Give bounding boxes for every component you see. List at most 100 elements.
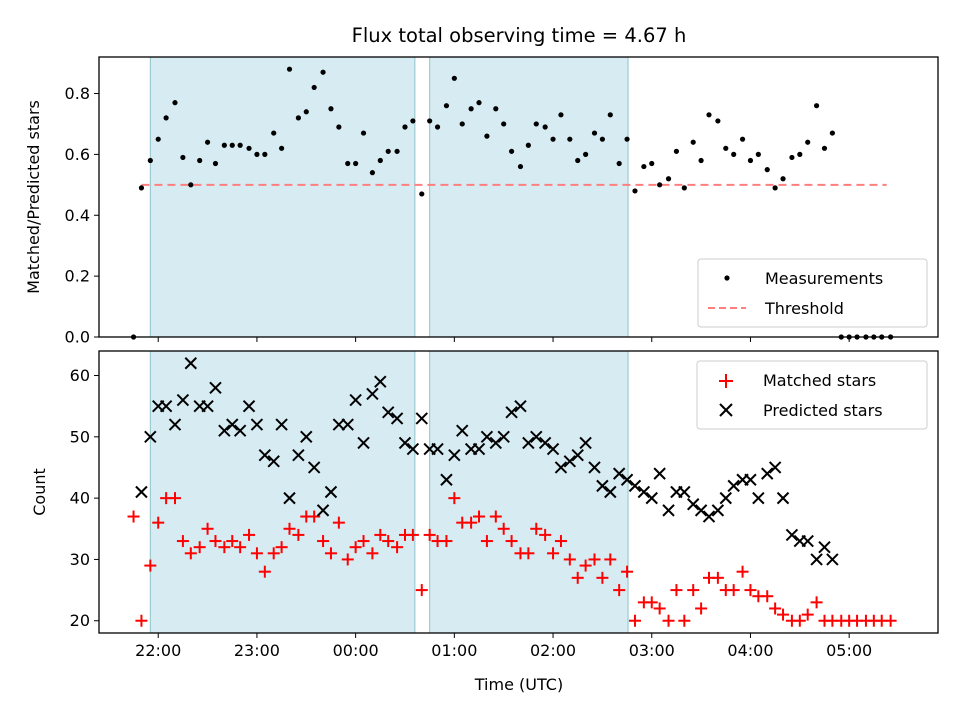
observing-window-2 xyxy=(429,350,629,634)
measurement-point xyxy=(221,142,227,148)
matched-stars-point xyxy=(711,571,724,584)
matched-stars-point xyxy=(761,590,774,603)
matched-stars-point xyxy=(653,602,666,615)
measurement-point xyxy=(567,136,573,142)
predicted-stars-point xyxy=(711,504,725,517)
matched-stars-point xyxy=(243,528,256,541)
measurement-point xyxy=(558,112,564,118)
measurement-point xyxy=(616,160,622,167)
predicted-stars-point xyxy=(563,455,577,468)
y-tick-label: 50 xyxy=(70,427,90,446)
predicted-stars-point xyxy=(497,430,510,444)
measurement-point xyxy=(320,69,326,75)
x-tick-label: 01:00 xyxy=(431,641,477,660)
measurement-point xyxy=(501,121,507,127)
predicted-stars-point xyxy=(341,418,354,431)
measurement-point xyxy=(295,115,301,121)
predicted-stars-point xyxy=(144,430,157,444)
measurement-point xyxy=(369,170,376,176)
predicted-stars-point xyxy=(415,412,428,425)
predicted-stars-point xyxy=(489,436,503,450)
matched-stars-point xyxy=(317,535,330,548)
matched-stars-point xyxy=(366,547,379,560)
legend-label-predicted: Predicted stars xyxy=(763,401,883,420)
predicted-stars-point xyxy=(678,485,691,499)
y-tick-label: 0.0 xyxy=(65,328,90,347)
measurement-point xyxy=(385,148,391,154)
measurement-point xyxy=(303,109,309,115)
predicted-stars-point xyxy=(727,479,740,493)
matched-stars-point xyxy=(563,553,576,566)
y-tick-label: 0.2 xyxy=(65,267,90,286)
predicted-stars-point xyxy=(637,485,651,499)
measurement-point xyxy=(147,157,153,164)
measurement-point xyxy=(271,130,277,136)
matched-stars-point xyxy=(489,510,502,523)
measurement-point xyxy=(468,106,474,112)
measurement-point xyxy=(180,154,186,161)
legend-label-measurements: Measurements xyxy=(765,269,883,288)
y-tick-label: 0.4 xyxy=(65,206,90,225)
measurement-point xyxy=(427,118,433,124)
matched-stars-point xyxy=(645,596,658,609)
predicted-stars-point xyxy=(505,406,518,419)
matched-stars-point xyxy=(152,516,165,529)
predicted-stars-point xyxy=(826,553,839,566)
predicted-stars-point xyxy=(275,418,288,431)
matched-stars-point xyxy=(275,541,288,554)
measurement-point xyxy=(731,151,737,157)
predicted-stars-point xyxy=(242,399,256,413)
predicted-stars-point xyxy=(159,399,173,413)
predicted-stars-point xyxy=(226,418,239,431)
matched-stars-point xyxy=(423,528,436,541)
top-panel: 0.00.20.40.60.8 Matched/Predicted stars … xyxy=(24,56,939,347)
measurement-point xyxy=(476,100,482,106)
measurement-point xyxy=(715,118,721,124)
measurement-point xyxy=(739,136,746,142)
legend-marker-matched xyxy=(719,374,733,388)
measurement-point xyxy=(402,124,408,130)
x-tick-label: 23:00 xyxy=(234,641,280,660)
predicted-stars-point xyxy=(472,442,486,456)
predicted-stars-point xyxy=(571,449,584,462)
bottom-legend: Matched stars Predicted stars xyxy=(696,360,928,430)
measurement-point xyxy=(262,151,268,157)
matched-stars-point xyxy=(258,565,271,578)
top-legend: Measurements Threshold xyxy=(697,258,928,328)
predicted-stars-point xyxy=(588,461,601,474)
matched-stars-point xyxy=(793,614,806,627)
predicted-stars-point xyxy=(406,442,420,456)
predicted-stars-point xyxy=(168,418,182,431)
matched-stars-point xyxy=(687,584,700,597)
predicted-stars-point xyxy=(431,442,444,456)
y-tick-label: 60 xyxy=(70,366,90,385)
matched-stars-point xyxy=(505,535,518,548)
matched-stars-point xyxy=(234,541,247,554)
matched-stars-point xyxy=(332,516,345,529)
predicted-stars-point xyxy=(456,424,469,437)
legend-label-matched: Matched stars xyxy=(763,371,876,390)
predicted-stars-point xyxy=(398,436,412,450)
predicted-stars-point xyxy=(522,436,535,450)
measurement-point xyxy=(821,145,828,151)
matched-stars-point xyxy=(201,522,214,535)
predicted-stars-point xyxy=(628,479,642,493)
predicted-stars-point xyxy=(785,528,799,542)
measurement-point xyxy=(360,130,367,136)
y-tick-label: 40 xyxy=(70,489,90,508)
measurement-point xyxy=(508,148,515,154)
x-tick-label: 02:00 xyxy=(530,641,576,660)
legend-marker-predicted xyxy=(719,403,733,417)
x-tick-label: 00:00 xyxy=(333,641,379,660)
measurement-point xyxy=(764,167,770,173)
matched-stars-point xyxy=(218,541,231,554)
measurement-point xyxy=(163,115,169,121)
measurement-point xyxy=(254,151,260,157)
measurement-point xyxy=(649,160,655,167)
measurement-point xyxy=(188,182,194,188)
matched-stars-point xyxy=(604,553,617,566)
measurement-point xyxy=(805,139,811,145)
predicted-stars-point xyxy=(258,449,272,462)
predicted-stars-point xyxy=(596,479,609,493)
